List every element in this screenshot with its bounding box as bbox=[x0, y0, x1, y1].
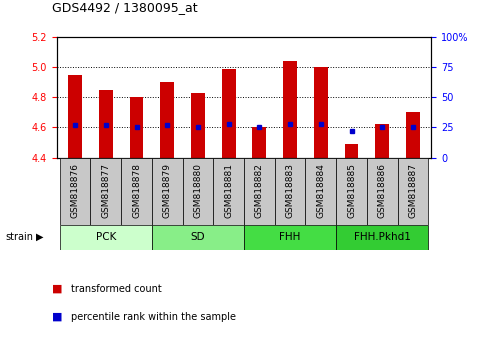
Text: FHH: FHH bbox=[280, 232, 301, 242]
Bar bbox=[68, 75, 82, 158]
Bar bbox=[160, 82, 174, 158]
Text: GSM818879: GSM818879 bbox=[163, 163, 172, 218]
Text: ■: ■ bbox=[52, 312, 62, 322]
Text: SD: SD bbox=[191, 232, 205, 242]
Bar bbox=[244, 158, 275, 225]
Bar bbox=[306, 158, 336, 225]
Text: percentile rank within the sample: percentile rank within the sample bbox=[71, 312, 237, 322]
Bar bbox=[91, 158, 121, 225]
Bar bbox=[275, 158, 306, 225]
Bar bbox=[375, 125, 389, 158]
Bar bbox=[222, 69, 236, 158]
Bar bbox=[213, 158, 244, 225]
Text: GSM818883: GSM818883 bbox=[285, 163, 295, 218]
Text: ■: ■ bbox=[52, 284, 62, 293]
Bar bbox=[152, 225, 244, 250]
Bar bbox=[152, 158, 182, 225]
Text: PCK: PCK bbox=[96, 232, 116, 242]
Bar bbox=[406, 113, 420, 158]
Bar bbox=[182, 158, 213, 225]
Text: GSM818882: GSM818882 bbox=[255, 163, 264, 218]
Bar bbox=[121, 158, 152, 225]
Bar bbox=[345, 144, 358, 158]
Text: GSM818878: GSM818878 bbox=[132, 163, 141, 218]
Bar bbox=[130, 97, 143, 158]
Bar bbox=[191, 93, 205, 158]
Bar bbox=[99, 90, 113, 158]
Text: GSM818885: GSM818885 bbox=[347, 163, 356, 218]
Text: GSM818880: GSM818880 bbox=[193, 163, 203, 218]
Text: GSM818877: GSM818877 bbox=[102, 163, 110, 218]
Text: GSM818884: GSM818884 bbox=[317, 163, 325, 218]
Text: GSM818876: GSM818876 bbox=[70, 163, 80, 218]
Text: ▶: ▶ bbox=[36, 232, 43, 242]
Text: transformed count: transformed count bbox=[71, 284, 162, 293]
Bar bbox=[60, 158, 91, 225]
Bar bbox=[252, 127, 266, 158]
Bar bbox=[244, 225, 336, 250]
Bar bbox=[60, 225, 152, 250]
Bar bbox=[367, 158, 397, 225]
Text: GSM818881: GSM818881 bbox=[224, 163, 233, 218]
Text: GSM818886: GSM818886 bbox=[378, 163, 387, 218]
Bar bbox=[314, 67, 328, 158]
Text: GSM818887: GSM818887 bbox=[408, 163, 418, 218]
Text: strain: strain bbox=[5, 232, 33, 242]
Text: GDS4492 / 1380095_at: GDS4492 / 1380095_at bbox=[52, 1, 197, 14]
Text: FHH.Pkhd1: FHH.Pkhd1 bbox=[354, 232, 411, 242]
Bar bbox=[336, 158, 367, 225]
Bar bbox=[283, 61, 297, 158]
Bar bbox=[397, 158, 428, 225]
Bar bbox=[336, 225, 428, 250]
